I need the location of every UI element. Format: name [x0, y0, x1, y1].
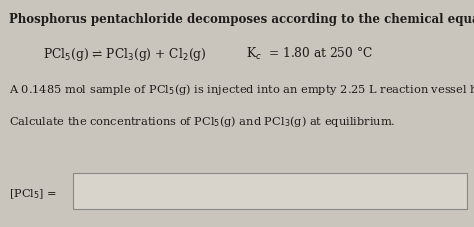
Text: A 0.1485 mol sample of PCl$_5$(g) is injected into an empty 2.25 L reaction vess: A 0.1485 mol sample of PCl$_5$(g) is inj…: [9, 82, 474, 97]
Text: Calculate the concentrations of PCl$_5$(g) and PCl$_3$(g) at equilibrium.: Calculate the concentrations of PCl$_5$(…: [9, 114, 395, 128]
Text: Phosphorus pentachloride decomposes according to the chemical equation: Phosphorus pentachloride decomposes acco…: [9, 12, 474, 25]
Text: [PCl$_5$] =: [PCl$_5$] =: [9, 186, 57, 200]
FancyBboxPatch shape: [73, 174, 467, 209]
Text: K$_c$  = 1.80 at 250 °C: K$_c$ = 1.80 at 250 °C: [246, 45, 374, 62]
Text: PCl$_5$(g) ⇌ PCl$_3$(g) + Cl$_2$(g): PCl$_5$(g) ⇌ PCl$_3$(g) + Cl$_2$(g): [43, 45, 206, 62]
